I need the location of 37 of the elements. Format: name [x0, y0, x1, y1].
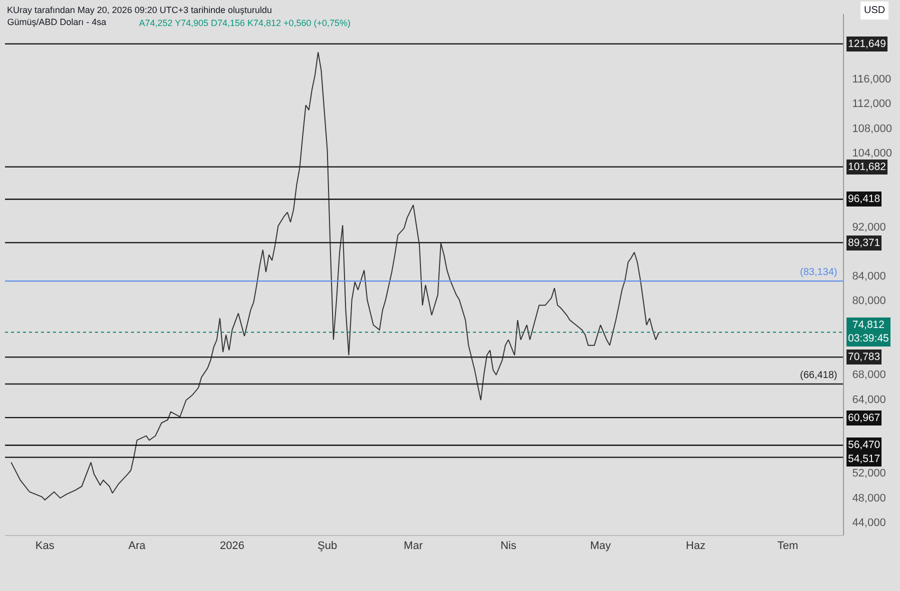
y-tick-label: 108,000: [852, 122, 892, 135]
x-tick-label: Tem: [777, 540, 798, 552]
ref-line-label: (66,418): [800, 370, 838, 381]
x-tick-label: 2026: [220, 540, 244, 552]
ref-line-label: 70,783: [848, 351, 880, 363]
x-tick-label: Kas: [35, 540, 55, 552]
ref-line-label: 56,470: [848, 439, 880, 451]
x-tick-label: Ara: [128, 540, 146, 552]
y-tick-label: 92,000: [852, 221, 886, 234]
annotation: KUray tarafından May 20, 2026 09:20 UTC+3 tarihinde oluşturuldu: [7, 5, 272, 15]
y-tick-label: 104,000: [852, 147, 892, 160]
line-series: [10, 52, 660, 500]
y-tick-label: 44,000: [852, 516, 886, 529]
chart-title: Gümüş/ABD Doları - 4sa: [7, 17, 106, 28]
x-tick-label: May: [590, 540, 612, 552]
y-tick-label: 52,000: [852, 468, 886, 480]
ref-line-label: 101,682: [848, 161, 886, 173]
y-tick-label: 48,000: [852, 492, 886, 504]
y-tick-label: 84,000: [852, 270, 886, 283]
ref-line-label: 74,812 03:39:45: [848, 319, 890, 345]
ref-line-label: 96,418: [848, 193, 880, 205]
y-tick-label: 80,000: [852, 295, 886, 308]
annotation: A74,252 Y74,905 D74,156 K74,812 +0,560 (+0,75%): [139, 18, 351, 28]
x-tick-label: Şub: [318, 540, 338, 552]
ref-line-label: 60,967: [848, 412, 880, 424]
y-axis-title: USD: [864, 5, 886, 16]
ref-line-label: 89,371: [848, 237, 880, 249]
x-tick-label: Nis: [500, 540, 517, 552]
ref-line-label: (83,134): [800, 267, 838, 278]
y-tick-label: 116,000: [852, 74, 892, 86]
y-tick-label: 68,000: [852, 369, 886, 382]
y-tick-label: 64,000: [852, 394, 886, 406]
ref-line-label: 54,517: [848, 453, 880, 465]
ref-line-label: 121,649: [848, 38, 886, 50]
y-tick-label: 112,000: [852, 98, 892, 110]
x-tick-label: Haz: [686, 540, 706, 552]
x-tick-label: Mar: [404, 540, 424, 552]
